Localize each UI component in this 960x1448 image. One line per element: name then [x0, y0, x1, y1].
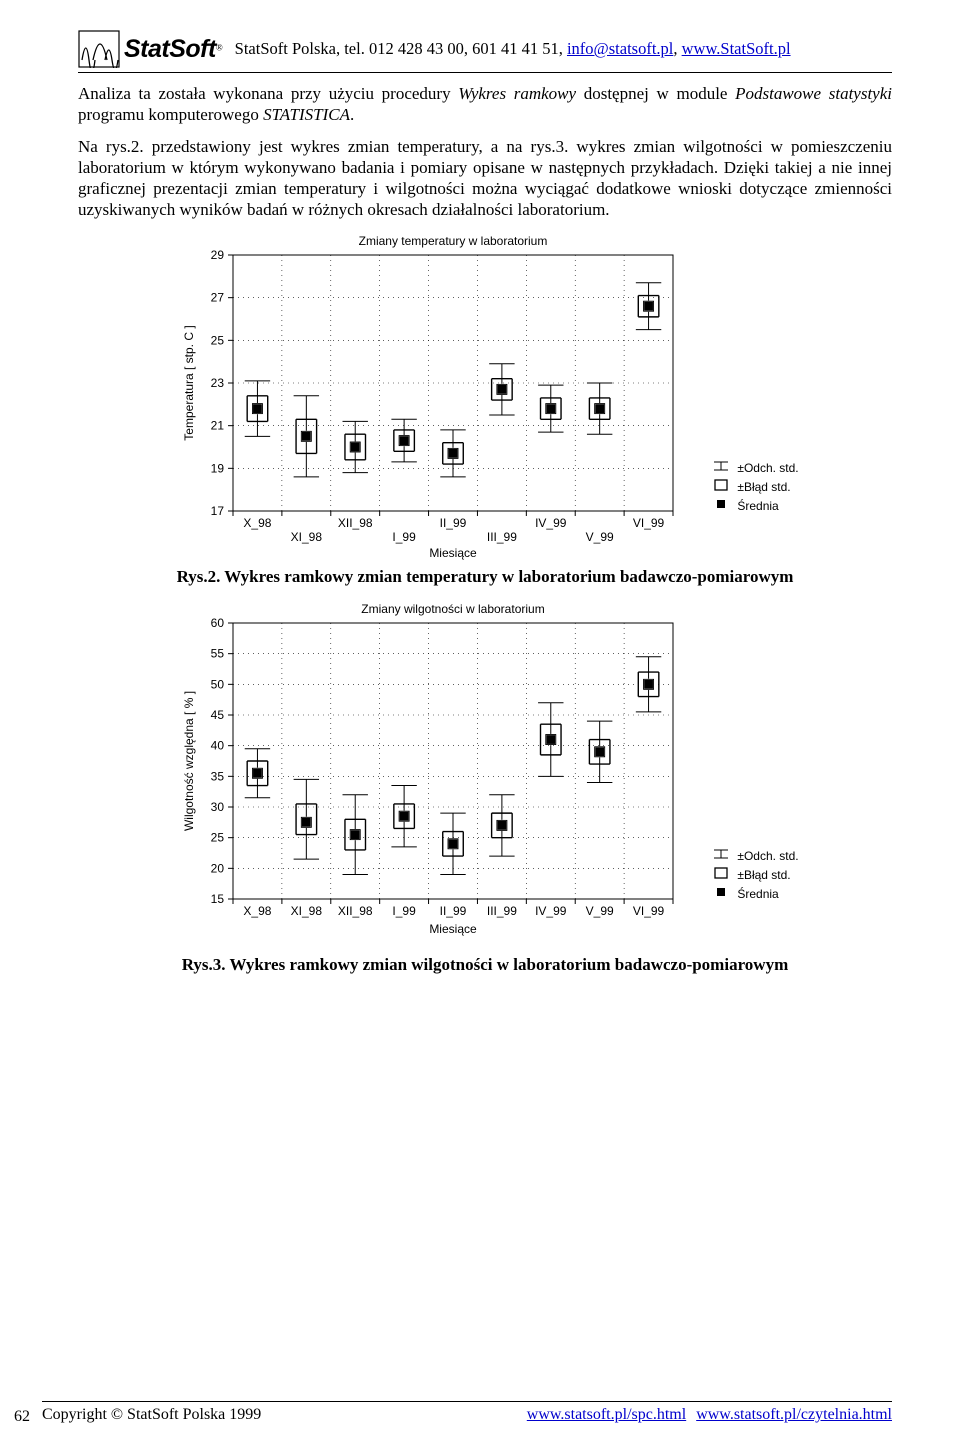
svg-text:Miesiące: Miesiące	[430, 922, 478, 936]
svg-text:40: 40	[211, 738, 225, 752]
svg-text:23: 23	[211, 376, 225, 390]
svg-text:60: 60	[211, 616, 225, 630]
intro-paragraph-2: Na rys.2. przedstawiony jest wykres zmia…	[78, 136, 892, 221]
copyright-text: Copyright © StatSoft Polska 1999	[42, 1406, 521, 1424]
svg-text:III_99: III_99	[487, 530, 517, 544]
legend-item: Średnia	[711, 885, 798, 904]
svg-text:Wilgotność względna [ % ]: Wilgotność względna [ % ]	[182, 690, 196, 830]
chart-1-legend: ±Odch. std.±Błąd std.Średnia	[701, 459, 798, 517]
svg-text:35: 35	[211, 769, 225, 783]
svg-text:45: 45	[211, 708, 225, 722]
svg-text:25: 25	[211, 333, 225, 347]
svg-text:Zmiany temperatury w laborator: Zmiany temperatury w laboratorium	[359, 234, 548, 248]
svg-text:IV_99: IV_99	[535, 516, 567, 530]
intro-paragraph-1: Analiza ta została wykonana przy użyciu …	[78, 83, 892, 126]
svg-text:30: 30	[211, 800, 225, 814]
svg-text:XI_98: XI_98	[291, 904, 323, 918]
svg-text:II_99: II_99	[440, 516, 467, 530]
svg-text:I_99: I_99	[393, 904, 417, 918]
logo-block: StatSoft®	[78, 30, 223, 68]
legend-item: ±Błąd std.	[711, 866, 798, 885]
svg-text:21: 21	[211, 418, 225, 432]
svg-text:Zmiany wilgotności w laborator: Zmiany wilgotności w laboratorium	[362, 602, 545, 616]
humidity-boxplot-chart: Zmiany wilgotności w laboratorium 15 20 25 3…	[171, 599, 701, 949]
header-site-link[interactable]: www.StatSoft.pl	[682, 39, 791, 58]
figure-2-caption: Rys.2. Wykres ramkowy zmian temperatury …	[78, 567, 892, 587]
svg-text:Temperatura [ stp. C ]: Temperatura [ stp. C ]	[182, 325, 196, 440]
svg-text:15: 15	[211, 892, 225, 906]
svg-text:X_98: X_98	[244, 516, 272, 530]
page-footer: 62 Copyright © StatSoft Polska 1999 www.…	[42, 1401, 892, 1424]
svg-text:50: 50	[211, 677, 225, 691]
legend-item: ±Odch. std.	[711, 847, 798, 866]
svg-text:III_99: III_99	[487, 904, 517, 918]
temperature-boxplot-chart: Zmiany temperatury w laboratorium 17 19 21 2…	[171, 231, 701, 561]
svg-text:VI_99: VI_99	[633, 904, 665, 918]
svg-text:XII_98: XII_98	[338, 516, 373, 530]
legend-item: Średnia	[711, 497, 798, 516]
chart-2-container: Zmiany wilgotności w laboratorium 15 20 25 3…	[78, 599, 892, 949]
svg-text:V_99: V_99	[586, 530, 614, 544]
svg-text:IV_99: IV_99	[535, 904, 567, 918]
svg-text:17: 17	[211, 504, 225, 518]
chart-1-container: Zmiany temperatury w laboratorium 17 19 21 2…	[78, 231, 892, 561]
svg-text:19: 19	[211, 461, 225, 475]
legend-item: ±Błąd std.	[711, 478, 798, 497]
svg-text:27: 27	[211, 290, 225, 304]
svg-text:II_99: II_99	[440, 904, 467, 918]
svg-text:25: 25	[211, 830, 225, 844]
footer-link-1[interactable]: www.statsoft.pl/spc.html	[527, 1406, 686, 1423]
svg-text:Miesiące: Miesiące	[430, 546, 478, 560]
header-contact: StatSoft Polska, tel. 012 428 43 00, 601…	[235, 39, 791, 59]
svg-text:VI_99: VI_99	[633, 516, 665, 530]
svg-text:XI_98: XI_98	[291, 530, 323, 544]
footer-rule	[42, 1401, 892, 1402]
figure-3-caption: Rys.3. Wykres ramkowy zmian wilgotności …	[78, 955, 892, 975]
svg-text:I_99: I_99	[393, 530, 417, 544]
svg-text:20: 20	[211, 861, 225, 875]
svg-text:29: 29	[211, 248, 225, 262]
svg-text:55: 55	[211, 646, 225, 660]
header-rule	[78, 72, 892, 73]
page-header: StatSoft® StatSoft Polska, tel. 012 428 …	[78, 30, 892, 68]
svg-text:V_99: V_99	[586, 904, 614, 918]
statsoft-logo-icon	[78, 30, 120, 68]
header-email-link[interactable]: info@statsoft.pl	[567, 39, 673, 58]
chart-2-legend: ±Odch. std.±Błąd std.Średnia	[701, 847, 798, 905]
svg-text:XII_98: XII_98	[338, 904, 373, 918]
svg-text:X_98: X_98	[244, 904, 272, 918]
brand-text: StatSoft®	[124, 35, 223, 64]
legend-item: ±Odch. std.	[711, 459, 798, 478]
footer-link-2[interactable]: www.statsoft.pl/czytelnia.html	[696, 1406, 892, 1423]
page-number: 62	[14, 1408, 30, 1426]
